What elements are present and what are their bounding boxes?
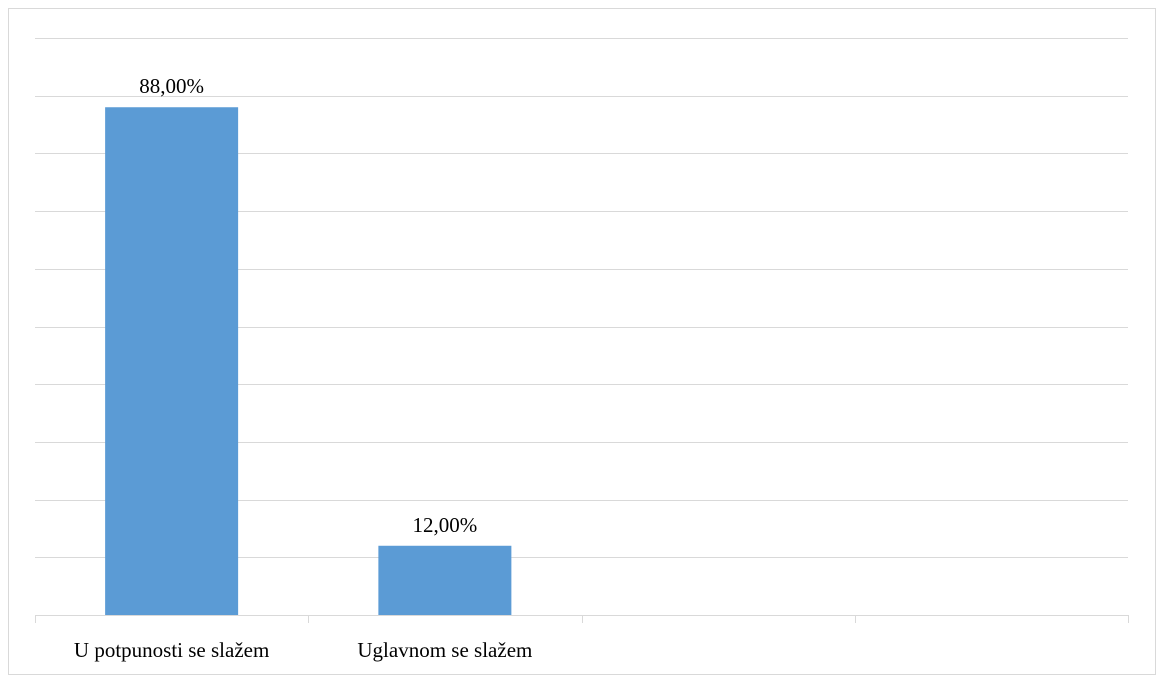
category-axis bbox=[35, 615, 1129, 623]
bar bbox=[378, 545, 512, 615]
bar bbox=[105, 107, 239, 616]
x-tick-label: Uglavnom se slažem bbox=[357, 638, 532, 662]
category-labels: U potpunosti se slažem Uglavnom se slažem bbox=[74, 638, 532, 662]
bar-data-label: 88,00% bbox=[139, 74, 204, 98]
data-labels: 88,00% 12,00% bbox=[139, 74, 477, 537]
x-tick-label: U potpunosti se slažem bbox=[74, 638, 269, 662]
bars bbox=[105, 107, 512, 616]
bar-data-label: 12,00% bbox=[413, 513, 478, 537]
